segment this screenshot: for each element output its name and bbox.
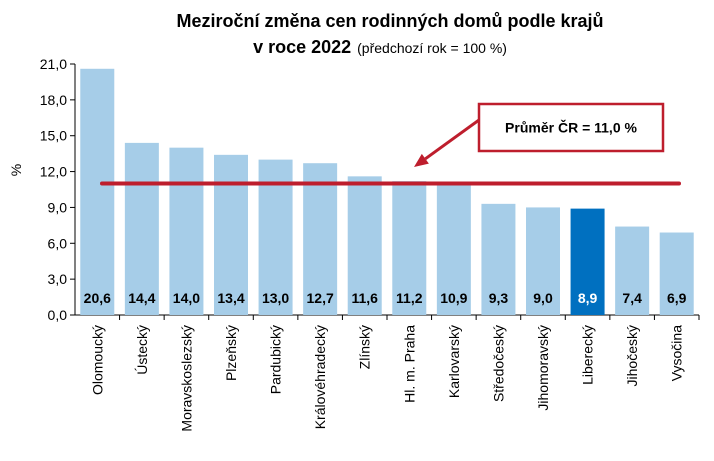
bar-value-label: 11,2 (396, 290, 423, 306)
y-tick-label: 3,0 (48, 271, 68, 287)
bar-value-label: 9,0 (533, 290, 553, 306)
x-tick-label: Liberecký (580, 325, 596, 385)
x-tick-label: Olomoucký (89, 325, 105, 395)
bar (526, 207, 560, 315)
x-tick-label: Pardubický (268, 325, 284, 394)
bar (570, 208, 605, 315)
bar-value-label: 11,6 (351, 290, 378, 306)
x-axis: Olomoucký Ústecký Moravskoslezský Plzeňský P… (89, 315, 700, 432)
x-tick-label: Jihomoravský (535, 325, 551, 411)
x-tick-label: Plzeňský (223, 325, 239, 381)
x-tick-label: Vysočina (669, 325, 685, 382)
x-tick-label: Jihočeský (624, 325, 640, 386)
average-annotation-box (477, 102, 665, 153)
x-tick-label: Moravskoslezský (178, 325, 194, 432)
y-tick-label: 21,0 (40, 56, 67, 72)
bars (80, 68, 694, 316)
bar (169, 147, 204, 315)
y-tick-label: 6,0 (48, 235, 68, 251)
value-labels: 20,6 14,4 14,0 13,4 13,0 12,7 11,6 11,2 10,9 9,3 9… (84, 290, 687, 306)
bar-value-label: 10,9 (440, 290, 467, 306)
bar-value-label: 7,4 (622, 290, 642, 306)
y-tick-label: 12,0 (40, 164, 67, 180)
bar (347, 176, 382, 315)
x-tick-label: Ústecký (134, 325, 150, 375)
x-tick-label: Středočeský (490, 325, 506, 402)
y-tick-label: 0,0 (48, 307, 68, 323)
y-tick-label: 18,0 (40, 92, 67, 108)
chart-subtitle: (předchozí rok = 100 %) (357, 40, 507, 56)
bar-value-label: 14,0 (173, 290, 200, 306)
average-arrow (424, 118, 480, 161)
bar-value-label: 13,0 (262, 290, 289, 306)
bar (659, 232, 694, 315)
chart-title-year: v roce 2022 (253, 37, 351, 57)
bar (481, 203, 516, 315)
bar-value-label: 8,9 (578, 290, 598, 306)
bar (392, 181, 427, 315)
bar-value-label: 6,9 (667, 290, 687, 306)
bar (303, 163, 338, 315)
bar (80, 68, 115, 316)
y-tick-label: 9,0 (48, 199, 68, 215)
bar (124, 142, 159, 315)
x-tick-label: Hl. m. Praha (401, 325, 417, 403)
average-arrow-head (414, 153, 429, 167)
chart-title-line1: Meziroční změna cen rodinných domů podle… (176, 11, 603, 31)
average-annotation-label: Průměr ČR = 11,0 % (505, 119, 637, 136)
chart-title-line2: v roce 2022 (předchozí rok = 100 %) (253, 37, 507, 57)
bar-value-label: 20,6 (84, 290, 111, 306)
y-axis-label: % (8, 164, 24, 176)
bar (615, 226, 650, 315)
bar-value-label: 9,3 (489, 290, 509, 306)
x-tick-label: Zlínský (357, 325, 373, 369)
x-tick-label: Karlovarský (446, 325, 462, 398)
bar-value-label: 14,4 (128, 290, 155, 306)
bar (436, 184, 471, 315)
bar-value-label: 12,7 (307, 290, 334, 306)
bar-value-label: 13,4 (217, 290, 244, 306)
x-tick-label: Královéhradecký (312, 325, 328, 429)
y-tick-label: 15,0 (40, 128, 67, 144)
